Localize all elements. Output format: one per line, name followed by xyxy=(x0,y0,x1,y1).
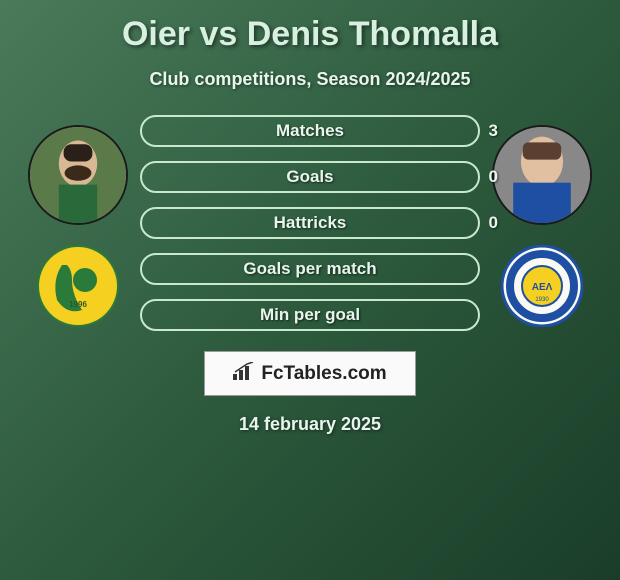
stat-right-value: 0 xyxy=(489,213,498,233)
left-player-column: 1996 xyxy=(28,115,128,327)
stat-row-hattricks: Hattricks 0 xyxy=(140,207,480,239)
stat-label: Goals xyxy=(286,167,333,187)
stat-right-value: 0 xyxy=(489,167,498,187)
brand-badge: FcTables.com xyxy=(204,351,415,396)
comparison-row: 1996 Matches 3 Goals 0 Hattricks 0 xyxy=(0,115,620,331)
stat-row-goals-per-match: Goals per match xyxy=(140,253,480,285)
player-right-avatar xyxy=(492,125,592,225)
svg-text:1996: 1996 xyxy=(69,300,87,309)
svg-text:ΑΕΛ: ΑΕΛ xyxy=(532,282,553,293)
date-text: 14 february 2025 xyxy=(239,414,381,435)
chart-icon xyxy=(233,362,255,385)
player-left-club-badge: 1996 xyxy=(37,245,119,327)
stat-label: Hattricks xyxy=(274,213,347,233)
stats-column: Matches 3 Goals 0 Hattricks 0 Goals per … xyxy=(140,115,480,331)
comparison-card: Oier vs Denis Thomalla Club competitions… xyxy=(0,0,620,580)
stat-row-goals: Goals 0 xyxy=(140,161,480,193)
stat-label: Goals per match xyxy=(243,259,376,279)
stat-label: Min per goal xyxy=(260,305,360,325)
svg-text:1930: 1930 xyxy=(535,297,549,303)
stat-row-matches: Matches 3 xyxy=(140,115,480,147)
player-left-avatar xyxy=(28,125,128,225)
stat-row-min-per-goal: Min per goal xyxy=(140,299,480,331)
page-title: Oier vs Denis Thomalla xyxy=(122,15,498,54)
stat-label: Matches xyxy=(276,121,344,141)
brand-text: FcTables.com xyxy=(261,363,386,385)
right-player-column: ΑΕΛ 1930 xyxy=(492,115,592,327)
page-subtitle: Club competitions, Season 2024/2025 xyxy=(149,69,470,90)
player-right-club-badge: ΑΕΛ 1930 xyxy=(501,245,583,327)
stat-right-value: 3 xyxy=(489,121,498,141)
